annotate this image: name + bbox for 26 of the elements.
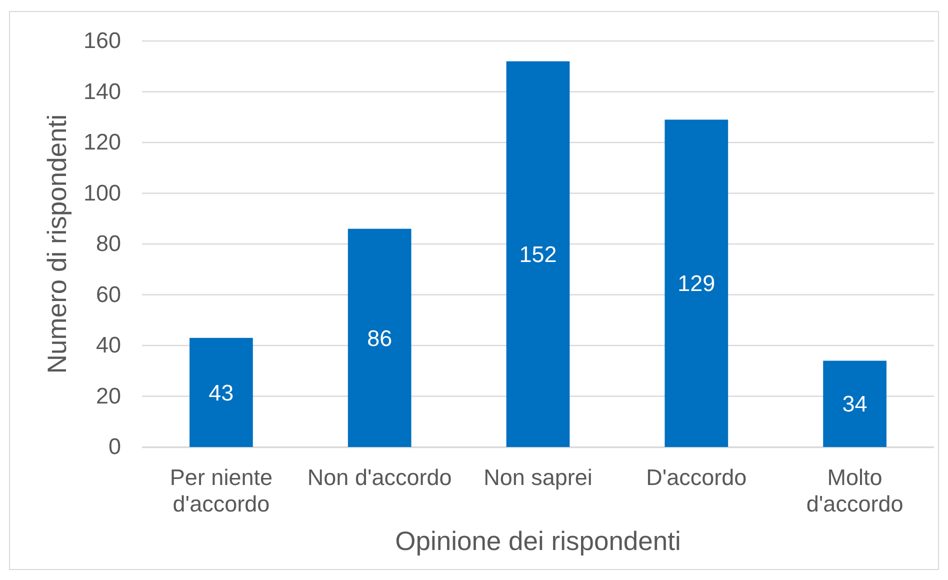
- data-label: 34: [842, 392, 868, 417]
- y-tick-label: 60: [96, 282, 121, 307]
- y-tick-label: 40: [96, 332, 121, 358]
- data-label: 129: [678, 271, 716, 296]
- data-label: 152: [519, 242, 557, 268]
- y-tick-label: 0: [108, 434, 121, 460]
- y-tick-label: 100: [83, 180, 121, 206]
- bar: [664, 120, 728, 447]
- y-tick-label: 160: [83, 28, 121, 54]
- y-axis-title: Numero di rispondenti: [42, 114, 72, 374]
- y-tick-label: 120: [83, 130, 121, 155]
- x-tick-label: D'accordo: [646, 465, 747, 490]
- bar: [506, 61, 570, 447]
- x-tick-label: Molto d'accordo: [806, 465, 904, 516]
- data-label: 86: [367, 326, 392, 351]
- y-tick-label: 140: [83, 78, 121, 104]
- x-tick-label: Non saprei: [484, 465, 592, 490]
- bar: [823, 360, 886, 447]
- bar: [348, 228, 412, 447]
- y-tick-label: 20: [96, 383, 121, 408]
- x-tick-label: Non d'accordo: [307, 465, 452, 490]
- data-label: 43: [208, 380, 234, 406]
- y-tick-label: 80: [96, 231, 121, 256]
- bar: [190, 338, 253, 447]
- x-axis-title: Opinione dei rispondenti: [395, 526, 681, 556]
- x-tick-label: Per niente d'accordo: [170, 465, 272, 516]
